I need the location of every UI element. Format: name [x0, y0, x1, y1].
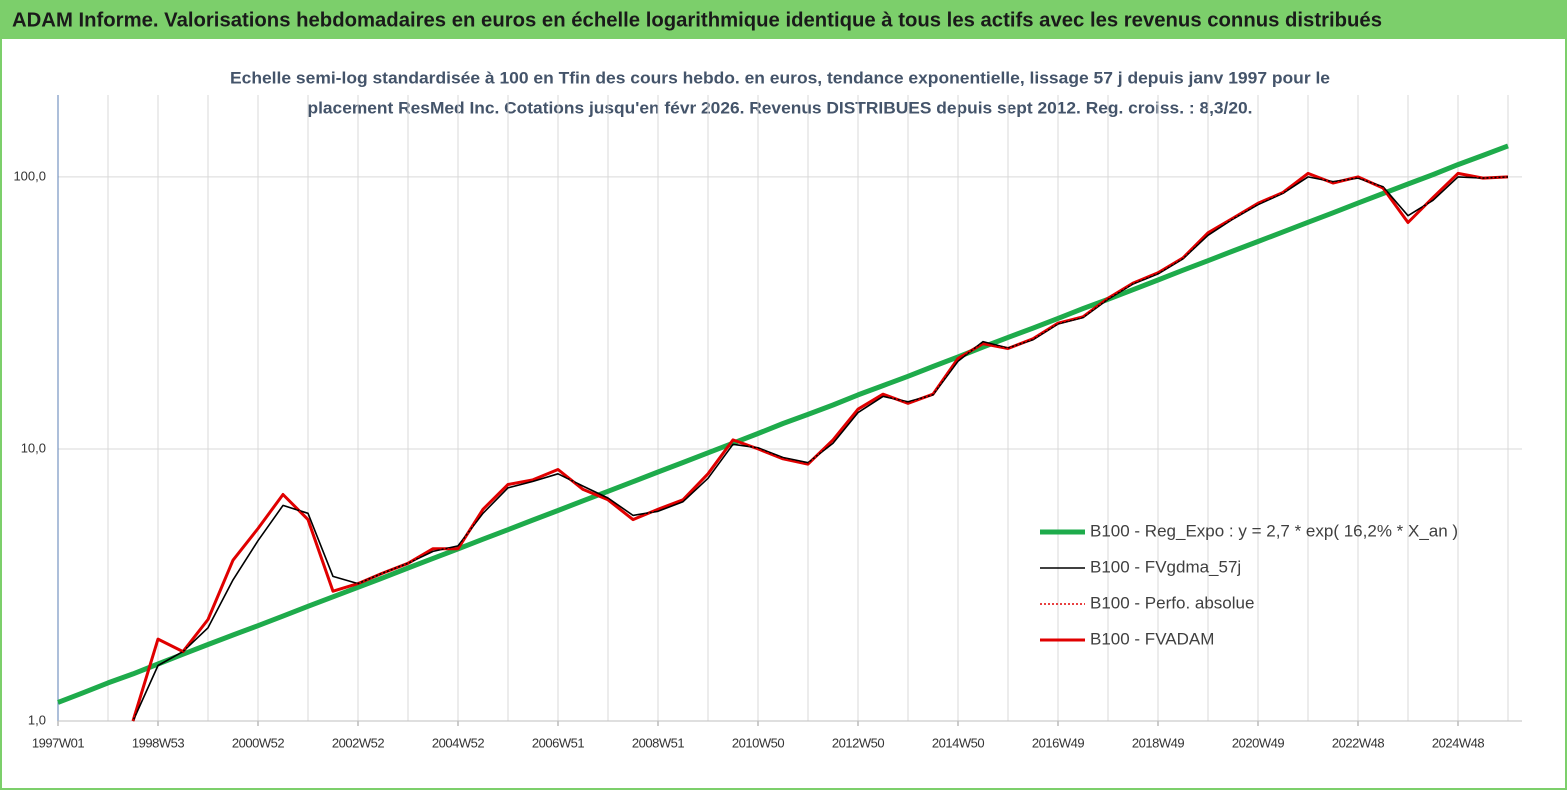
- legend: B100 - Reg_Expo : y = 2,7 * exp( 16,2% *…: [1040, 521, 1458, 648]
- chart-title: ADAM Informe. Valorisations hebdomadaire…: [12, 9, 1382, 31]
- legend-label: B100 - FVADAM: [1090, 629, 1214, 648]
- chart-subtitle: placement ResMed Inc. Cotations jusqu'en…: [308, 98, 1253, 117]
- x-tick-label: 1998W53: [132, 735, 184, 750]
- x-tick-label: 2022W48: [1332, 735, 1384, 750]
- x-tick-label: 2008W51: [632, 735, 684, 750]
- x-tick-label: 2016W49: [1032, 735, 1084, 750]
- series-line: [132, 172, 1509, 722]
- x-tick-label: 2002W52: [332, 735, 384, 750]
- x-tick-label: 2006W51: [532, 735, 584, 750]
- y-tick-label: 1,0: [28, 712, 46, 727]
- series-line: [57, 143, 1509, 705]
- chart-subtitle: Echelle semi-log standardisée à 100 en T…: [230, 68, 1330, 87]
- y-tick-label: 10,0: [21, 440, 46, 455]
- series-line: [132, 176, 1509, 722]
- x-tick-label: 2020W49: [1232, 735, 1284, 750]
- legend-label: B100 - Reg_Expo : y = 2,7 * exp( 16,2% *…: [1090, 521, 1458, 540]
- x-tick-label: 2018W49: [1132, 735, 1184, 750]
- y-tick-label: 100,0: [13, 168, 46, 183]
- x-tick-label: 1997W01: [32, 735, 84, 750]
- title-bar: [1, 1, 1566, 39]
- x-tick-label: 2012W50: [832, 735, 884, 750]
- legend-label: B100 - FVgdma_57j: [1090, 557, 1241, 576]
- x-tick-label: 2004W52: [432, 735, 484, 750]
- legend-label: B100 - Perfo. absolue: [1090, 593, 1254, 612]
- plot-lines: [57, 143, 1509, 722]
- x-tick-label: 2000W52: [232, 735, 284, 750]
- x-tick-label: 2010W50: [732, 735, 784, 750]
- x-tick-label: 2014W50: [932, 735, 984, 750]
- x-tick-label: 2024W48: [1432, 735, 1484, 750]
